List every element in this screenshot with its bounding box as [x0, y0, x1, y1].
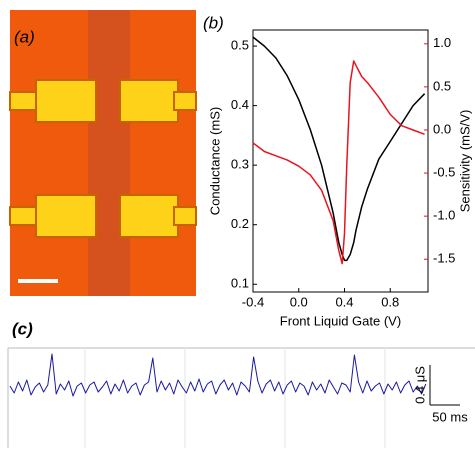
y-tick-label: 0.2: [231, 216, 249, 231]
y-tick-label: 0.3: [231, 157, 249, 172]
lead: [173, 91, 197, 111]
y-axis-label: Conductance (mS): [207, 107, 222, 215]
panel-label: (c): [12, 319, 33, 338]
y2-axis-label: Sensitivity (mS/V): [457, 110, 472, 213]
y2-tick-label: 0.5: [433, 78, 451, 93]
x-tick-label: 0.4: [335, 294, 353, 309]
micrograph: (a): [9, 10, 197, 296]
y2-tick-label: -1.0: [433, 208, 455, 223]
trace: [9, 353, 427, 397]
panel-label: (b): [203, 13, 224, 32]
data-line: [252, 36, 426, 262]
plot-frame: [252, 29, 429, 293]
data-line: [252, 60, 425, 265]
x-tick-label: 0.8: [381, 294, 399, 309]
x-tick-label: 0.0: [290, 294, 308, 309]
y-scale-label: 0.4 μS: [412, 366, 427, 404]
y2-tick-label: 0.0: [433, 121, 451, 136]
pad: [35, 79, 97, 123]
x-axis-label: Front Liquid Gate (V): [280, 313, 401, 328]
y-tick-label: 0.5: [231, 38, 249, 53]
lead: [173, 206, 197, 226]
pad: [119, 194, 179, 238]
y2-tick-label: -0.5: [433, 165, 455, 180]
x-scale-label: 50 ms: [432, 409, 468, 424]
y2-tick-label: -1.5: [433, 251, 455, 266]
trace-frame: [7, 347, 475, 448]
panel-label: (a): [14, 27, 35, 46]
pad: [119, 79, 179, 123]
channel-stripe: [88, 10, 130, 296]
y2-tick-label: 1.0: [433, 35, 451, 50]
y-tick-label: 0.1: [231, 276, 249, 291]
x-tick-label: -0.4: [242, 294, 264, 309]
electrodes: [9, 79, 197, 238]
pad: [35, 194, 97, 238]
y-tick-label: 0.4: [231, 97, 249, 112]
